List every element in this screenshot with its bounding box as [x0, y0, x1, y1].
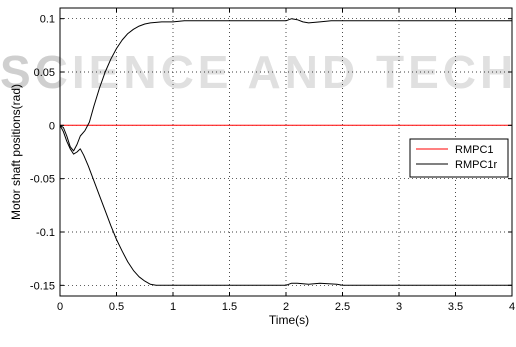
legend-label: RMPC1r: [455, 159, 498, 171]
axes-layer: 0 0.5 1 1.5 2 2.5 3 3.5 4 -0.15 -0.1 -0.05 0 0.05 0.1 T…: [9, 7, 515, 327]
y-tick-label: -0.15: [30, 280, 55, 292]
x-tick-label: 2.5: [335, 301, 350, 313]
series-layer: [59, 18, 512, 286]
y-tick-label: -0.05: [30, 174, 55, 186]
x-tick-label: 0.5: [109, 301, 124, 313]
y-tick-label: -0.1: [36, 227, 55, 239]
x-tick-label: 1.5: [222, 301, 237, 313]
series-line-1: [59, 18, 512, 152]
watermark-text: SCIENCE AND TECHNOLOGY: [0, 46, 516, 98]
x-tick-label: 4: [509, 301, 515, 313]
x-tick-label: 0: [57, 301, 63, 313]
y-tick-label: 0.05: [34, 67, 55, 79]
y-tick-label: 0.1: [40, 14, 55, 26]
legend: RMPC1 RMPC1r: [409, 138, 509, 178]
legend-label: RMPC1: [455, 144, 494, 156]
legend-box: [409, 138, 509, 178]
x-tick-label: 2: [283, 301, 289, 313]
series-line-2: [59, 125, 512, 286]
x-tick-label: 3.5: [448, 301, 463, 313]
y-axis-label: Motor shaft positions(rad): [9, 84, 23, 220]
x-axis-label: Time(s): [269, 313, 309, 327]
y-tick-label: 0: [49, 120, 55, 132]
x-tick-label: 3: [396, 301, 402, 313]
x-tick-label: 1: [170, 301, 176, 313]
